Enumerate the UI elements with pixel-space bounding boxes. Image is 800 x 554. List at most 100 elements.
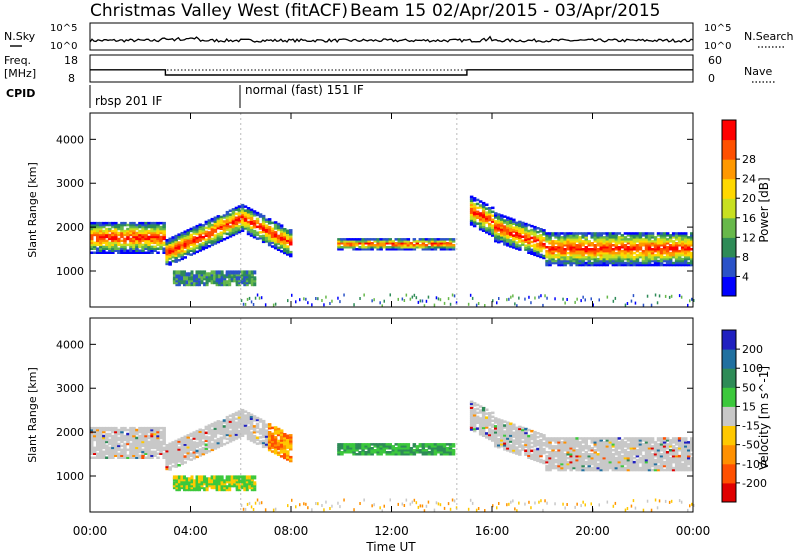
power-cell (539, 239, 543, 243)
velocity-cell (563, 447, 567, 450)
power-cell (329, 302, 331, 305)
power-cell (276, 246, 281, 249)
power-cell (177, 255, 181, 258)
power-cell (665, 242, 670, 245)
velocity-cell (400, 443, 404, 446)
velocity-cell (144, 440, 148, 444)
power-cell (126, 249, 130, 252)
velocity-cell (475, 421, 480, 424)
power-cell (687, 238, 691, 241)
power-cell (554, 240, 558, 243)
velocity-cell (108, 448, 112, 452)
velocity-cell (551, 456, 555, 460)
power-cell (590, 244, 594, 247)
power-cell (213, 216, 218, 219)
power-cell (515, 235, 519, 238)
power-cell (105, 247, 109, 250)
velocity-cell (635, 441, 640, 444)
power-cell (228, 225, 233, 228)
power-cell (132, 225, 136, 229)
velocity-cell (364, 453, 368, 456)
velocity-cell (141, 438, 145, 442)
velocity-cell (412, 449, 417, 452)
velocity-cell (629, 464, 634, 468)
velocity-cell (237, 410, 242, 413)
velocity-cell (228, 422, 233, 425)
velocity-cell (168, 444, 172, 447)
velocity-cell (144, 450, 148, 454)
power-cell (147, 223, 151, 227)
velocity-cell (234, 427, 239, 430)
power-cell (647, 259, 652, 263)
power-cell (506, 228, 510, 231)
power-cell (451, 238, 456, 241)
power-cell (376, 238, 380, 241)
power-cell (608, 249, 613, 253)
power-cell (337, 238, 341, 241)
power-cell (469, 293, 472, 297)
velocity-cell (156, 444, 160, 448)
power-cell (117, 237, 121, 241)
power-cell (111, 225, 115, 229)
velocity-cell (469, 412, 474, 415)
velocity-cell (524, 443, 528, 447)
velocity-cell (276, 439, 281, 443)
velocity-cell (165, 445, 169, 449)
velocity-cell (596, 439, 600, 442)
velocity-cell (545, 439, 549, 442)
velocity-cell (174, 443, 178, 447)
power-cell (623, 249, 628, 253)
velocity-cell (286, 452, 290, 455)
velocity-cell (497, 420, 501, 423)
power-cell (108, 221, 112, 225)
power-cell (174, 248, 178, 252)
velocity-cell (647, 460, 652, 464)
power-cell (90, 227, 94, 231)
power-cell (659, 232, 664, 235)
power-cell (656, 242, 661, 245)
velocity-cell (270, 446, 275, 449)
velocity-ylabel: Slant Range [km] (26, 367, 39, 463)
velocity-cell (225, 423, 230, 427)
velocity-cell (123, 438, 127, 442)
velocity-cell (497, 430, 501, 433)
velocity-cell (548, 468, 552, 472)
velocity-cell (534, 501, 536, 505)
power-cell (500, 240, 504, 243)
power-cell (662, 246, 667, 249)
velocity-cell (231, 424, 236, 428)
velocity-cell (231, 432, 236, 436)
power-cell (566, 259, 570, 263)
power-cell (228, 217, 233, 220)
velocity-cell (545, 441, 549, 444)
velocity-cell (200, 475, 204, 480)
power-cell (687, 236, 691, 239)
velocity-cell (168, 442, 172, 446)
velocity-cell (171, 455, 175, 458)
velocity-cell (174, 449, 178, 453)
velocity-cell (246, 417, 251, 421)
velocity-cell (494, 427, 498, 430)
power-cell (684, 261, 688, 265)
power-cell (554, 255, 558, 259)
power-cell (563, 263, 567, 267)
velocity-cell (246, 429, 251, 433)
power-cell (581, 236, 585, 239)
velocity-cell (172, 475, 176, 480)
velocity-cell (174, 455, 178, 459)
power-cell (665, 253, 670, 257)
power-cell (534, 296, 536, 300)
power-cell (684, 246, 688, 249)
velocity-cell (248, 475, 252, 480)
power-cell (159, 235, 163, 239)
power-cell (653, 244, 658, 247)
power-cell (210, 241, 215, 245)
power-cell (584, 232, 588, 235)
power-cell (240, 219, 245, 223)
velocity-cell (539, 446, 543, 450)
power-cell (485, 219, 489, 222)
power-cell (192, 252, 196, 255)
velocity-cell (578, 468, 582, 472)
velocity-cell (162, 446, 166, 450)
